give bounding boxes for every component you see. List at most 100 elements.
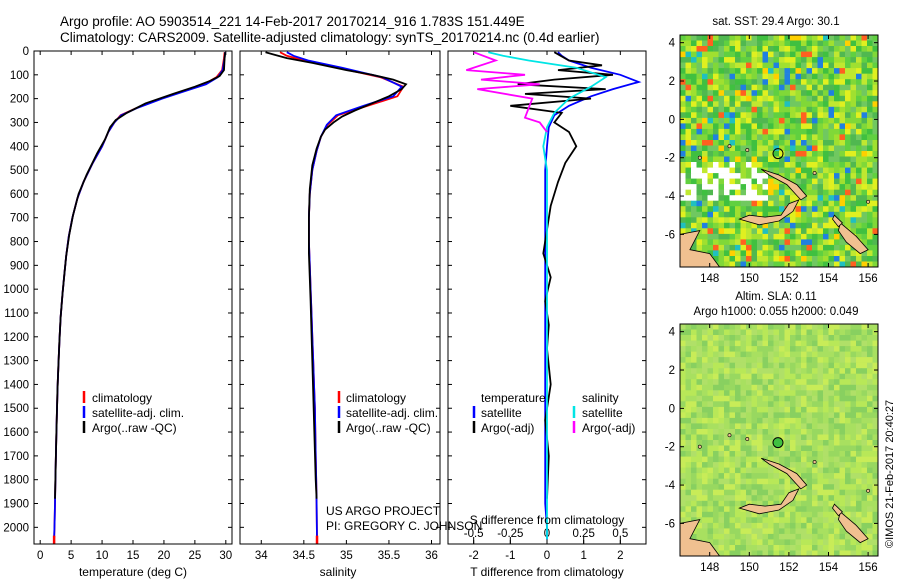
map-cell: [724, 489, 730, 496]
map-cell: [746, 362, 752, 369]
map-cell: [724, 200, 730, 207]
map-cell: [790, 478, 796, 485]
map-cell: [828, 189, 835, 196]
map-cell: [680, 406, 686, 413]
map-cell: [757, 329, 763, 336]
map-cell: [812, 57, 818, 63]
map-cell: [817, 517, 824, 524]
map-cell: [773, 233, 780, 240]
map-cell: [856, 40, 862, 47]
map-cell: [828, 462, 835, 468]
map-cell: [801, 395, 807, 402]
map-cell: [702, 106, 708, 113]
map-cell: [740, 200, 747, 207]
map-cell: [757, 484, 763, 490]
map-cell: [702, 362, 708, 369]
map-cell: [707, 368, 714, 374]
map-cell: [713, 440, 719, 446]
map-cell: [773, 167, 780, 174]
map-cell: [839, 550, 846, 557]
map-cell: [718, 406, 725, 413]
map-cell: [768, 351, 774, 358]
map-cell: [680, 395, 686, 402]
map-cell: [773, 489, 780, 496]
map-cell: [746, 522, 752, 529]
map-cell: [707, 90, 714, 96]
map-cell: [768, 495, 774, 501]
map-cell: [845, 500, 851, 507]
map-cell: [773, 256, 780, 262]
map-cell: [828, 145, 835, 152]
map-cell: [746, 511, 752, 518]
map-cell: [790, 35, 796, 41]
map-cell: [790, 517, 796, 524]
map-cell: [872, 167, 879, 174]
map-cell: [735, 173, 741, 179]
map-cell: [768, 206, 774, 212]
map-cell: [867, 346, 873, 352]
map-cell: [773, 90, 780, 96]
map-cell: [801, 128, 807, 135]
map-cell: [685, 429, 692, 435]
map-cell: [795, 106, 802, 113]
map-cell: [762, 550, 769, 557]
map-cell: [806, 151, 813, 157]
map-cell: [768, 539, 774, 546]
map-cell: [740, 528, 747, 535]
map-cell: [856, 95, 862, 102]
map-cell: [872, 173, 879, 179]
map-cell: [828, 368, 835, 374]
map-cell: [790, 84, 796, 91]
map-cell: [746, 434, 752, 441]
series-s-satellite: [488, 51, 608, 540]
map-cell: [872, 473, 879, 479]
map-cell: [768, 340, 774, 347]
map-cell: [784, 244, 791, 251]
map-cell: [801, 62, 807, 69]
map-cell: [773, 346, 780, 352]
map-cell: [729, 456, 736, 463]
map-cell: [751, 156, 758, 163]
map-cell: [729, 373, 736, 380]
map-cell: [757, 495, 763, 501]
map-cell: [779, 511, 785, 518]
map-cell: [746, 228, 752, 235]
map-cell: [834, 517, 840, 524]
map-cell: [696, 84, 703, 91]
map-cell: [751, 256, 758, 262]
map-cell: [823, 189, 829, 196]
map-cell: [751, 112, 758, 119]
map-cell: [691, 222, 697, 229]
map-cell: [845, 451, 851, 457]
map-cell: [834, 324, 840, 330]
map-cell: [740, 84, 747, 91]
map-cell: [784, 222, 791, 229]
map-cell: [872, 528, 879, 535]
map-cell: [795, 151, 802, 157]
map-cell: [784, 162, 791, 168]
map-cell: [790, 329, 796, 336]
map-cell: [746, 140, 752, 146]
map-cell: [713, 228, 719, 235]
map-cell: [746, 346, 752, 352]
map-cell: [839, 346, 846, 352]
map-cell: [806, 473, 813, 479]
map-cell: [856, 484, 862, 490]
map-cell: [856, 395, 862, 402]
map-cell: [834, 167, 840, 174]
map-cell: [839, 145, 846, 152]
map-cell: [729, 346, 736, 352]
map-cell: [812, 35, 818, 41]
map-cell: [823, 489, 829, 496]
map-cell: [856, 456, 862, 463]
map-cell: [828, 346, 835, 352]
map-cell: [762, 528, 769, 535]
map-cell: [729, 250, 736, 257]
map-cell: [872, 329, 879, 336]
map-cell: [823, 35, 829, 41]
map-cell: [861, 506, 868, 513]
map-cell: [713, 200, 719, 207]
map-cell: [729, 368, 736, 374]
map-cell: [762, 162, 769, 168]
map-cell: [740, 362, 747, 369]
